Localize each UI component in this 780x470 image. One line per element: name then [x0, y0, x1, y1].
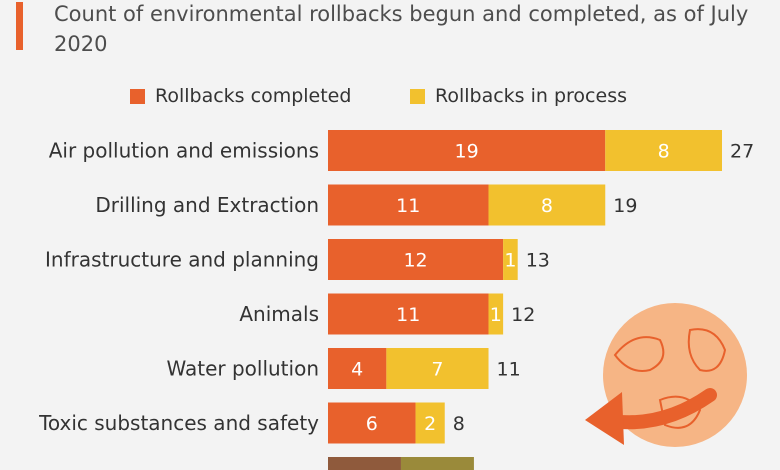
bar-value-label: 19	[455, 141, 479, 163]
bar-completed	[328, 457, 401, 470]
bar-in-process	[503, 239, 518, 280]
bar-value-label: 8	[541, 195, 553, 217]
bar-value-label: 12	[403, 250, 427, 272]
bar-total-label: 11	[497, 359, 521, 381]
legend: Rollbacks completed Rollbacks in process	[0, 82, 780, 110]
category-label: Drilling and Extraction	[95, 193, 319, 217]
category-label: Air pollution and emissions	[49, 139, 319, 163]
globe-arrow-icon	[585, 303, 747, 447]
globe-continent	[687, 328, 727, 372]
bar-completed	[328, 239, 504, 280]
bar-in-process	[605, 130, 722, 171]
bar-in-process	[488, 293, 504, 335]
bar-in-process	[386, 348, 489, 389]
bars-layer: Air pollution and emissions 19 8 27Drilling…	[38, 130, 754, 470]
bar-value-label: 1	[504, 250, 516, 272]
bar-value-label: 8	[658, 141, 670, 163]
bar-value-label: 4	[351, 359, 363, 381]
bar-value-label: 6	[366, 413, 378, 435]
globe-continent	[613, 336, 665, 372]
title-accent-bar	[16, 2, 23, 50]
bar-total-label: 13	[526, 250, 550, 272]
bar-value-label: 7	[431, 359, 443, 381]
legend-label-completed: Rollbacks completed	[155, 85, 352, 107]
bar-completed	[328, 402, 416, 444]
bar-value-label: 11	[396, 195, 420, 217]
legend-label-in-process: Rollbacks in process	[435, 85, 627, 107]
bar-completed	[328, 348, 387, 389]
legend-item-in-process: Rollbacks in process	[410, 82, 627, 110]
bar-total-label: 27	[730, 141, 754, 163]
bar-value-label: 1	[490, 304, 502, 326]
bar-value-label: 11	[396, 304, 420, 326]
bar-completed	[328, 293, 489, 335]
bar-total-label: 19	[613, 195, 637, 217]
bar-completed	[328, 130, 606, 171]
category-label: Toxic substances and safety	[38, 411, 319, 435]
bar-completed	[328, 184, 489, 226]
bar-in-process	[415, 402, 445, 444]
category-label: Animals	[239, 302, 319, 326]
chart-subtitle: Count of environmental rollbacks begun a…	[54, 2, 749, 56]
bar-in-process	[488, 184, 606, 226]
category-label: Infrastructure and planning	[45, 248, 319, 272]
bar-total-label: 12	[511, 304, 535, 326]
globe-arrow-head	[585, 392, 624, 445]
bar-in-process	[400, 457, 474, 470]
bar-total-label: 8	[453, 413, 465, 435]
legend-item-completed: Rollbacks completed	[130, 82, 351, 110]
bar-value-label: 2	[424, 413, 436, 435]
legend-swatch-completed	[130, 88, 145, 104]
globe-continent	[658, 395, 702, 429]
category-label: Water pollution	[166, 357, 319, 381]
legend-swatch-in-process	[410, 88, 425, 104]
